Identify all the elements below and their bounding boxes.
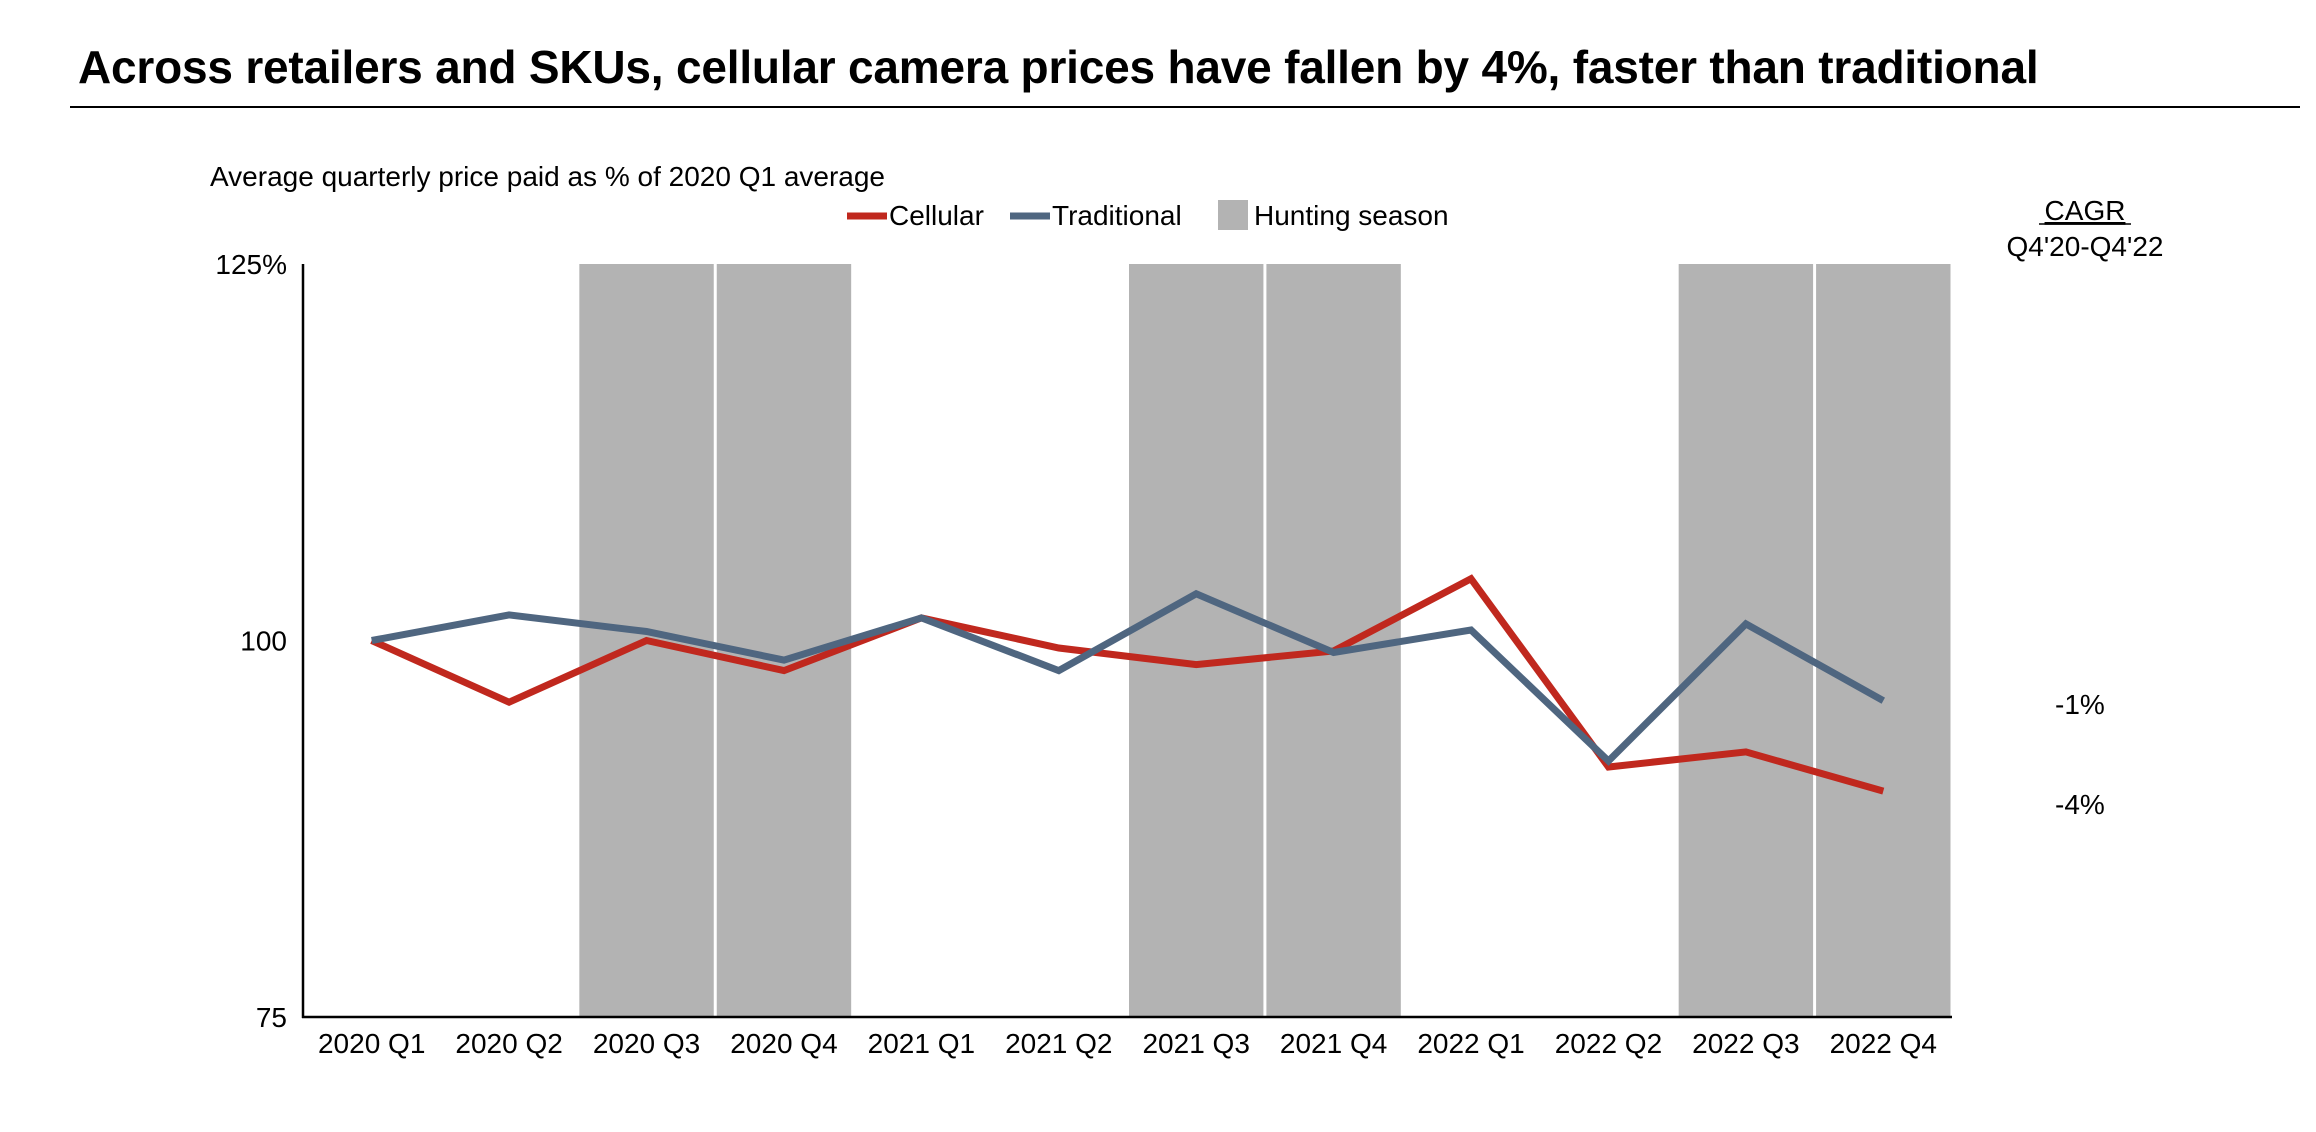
y-tick-labels: 75 100 125%	[215, 249, 287, 1033]
hunting-season-band	[716, 264, 852, 1017]
x-tick-label: 2022 Q1	[1417, 1028, 1524, 1059]
title-divider	[70, 106, 2300, 108]
legend: Cellular Traditional Hunting season	[847, 200, 1449, 231]
series-lines	[370, 574, 1886, 795]
legend-label-traditional: Traditional	[1052, 200, 1182, 231]
series-line-traditional	[371, 589, 1886, 766]
x-tick-label: 2020 Q2	[455, 1028, 562, 1059]
legend-label-cellular: Cellular	[889, 200, 984, 231]
y-tick-label: 75	[256, 1002, 287, 1033]
x-tick-label: 2020 Q4	[730, 1028, 837, 1059]
cagr-header: CAGR	[2045, 195, 2126, 226]
x-tick-labels: 2020 Q1 2020 Q2 2020 Q3 2020 Q4 2021 Q1 2021 …	[318, 1028, 1937, 1059]
cagr-value-traditional: -1%	[2055, 689, 2105, 720]
x-tick-label: 2021 Q3	[1142, 1028, 1249, 1059]
legend-swatch-hunting-season	[1218, 200, 1248, 230]
x-tick-label: 2022 Q3	[1692, 1028, 1799, 1059]
y-tick-label: 100	[240, 626, 287, 657]
cagr-panel: CAGR Q4'20-Q4'22 -1% -4%	[2006, 195, 2163, 820]
chart-subtitle: Average quarterly price paid as % of 202…	[210, 161, 885, 192]
chart-title: Across retailers and SKUs, cellular came…	[78, 41, 2039, 93]
x-tick-label: 2021 Q2	[1005, 1028, 1112, 1059]
series-line-cellular	[370, 574, 1885, 795]
x-tick-label: 2022 Q4	[1830, 1028, 1937, 1059]
x-tick-label: 2020 Q1	[318, 1028, 425, 1059]
y-tick-label: 125%	[215, 249, 287, 280]
x-tick-label: 2022 Q2	[1555, 1028, 1662, 1059]
hunting-season-band	[1129, 264, 1264, 1017]
hunting-season-band	[1816, 264, 1951, 1017]
x-tick-label: 2021 Q4	[1280, 1028, 1387, 1059]
cagr-period: Q4'20-Q4'22	[2006, 231, 2163, 262]
cagr-value-cellular: -4%	[2055, 789, 2105, 820]
x-tick-label: 2020 Q3	[593, 1028, 700, 1059]
hunting-season-band	[1678, 264, 1814, 1017]
x-tick-label: 2021 Q1	[868, 1028, 975, 1059]
hunting-season-shading	[579, 264, 1951, 1017]
hunting-season-band	[1266, 264, 1401, 1017]
axes	[301, 264, 1952, 1019]
legend-label-hunting-season: Hunting season	[1254, 200, 1449, 231]
